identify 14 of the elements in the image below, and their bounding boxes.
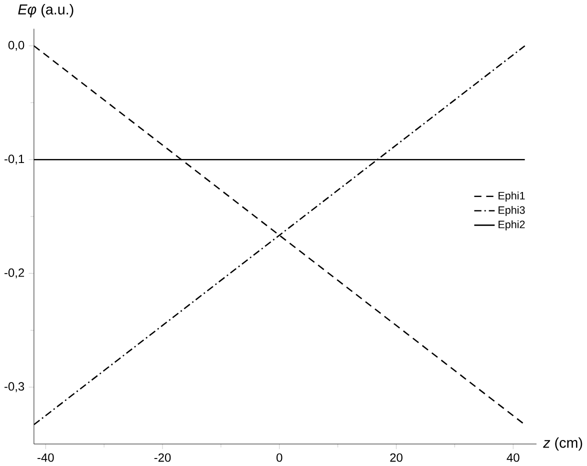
- x-tick-label: -20: [154, 453, 171, 462]
- x-tick-label: 0: [276, 453, 282, 462]
- y-tick-label: -0,1: [4, 154, 24, 165]
- x-tick-label: 20: [390, 453, 402, 462]
- y-tick-label: -0,2: [4, 268, 24, 278]
- y-tick-label: 0,0: [8, 40, 24, 51]
- y-tick-label: -0,3: [4, 382, 24, 392]
- x-tick-label: 40: [506, 453, 520, 462]
- legend-label: Ephi3: [498, 206, 525, 216]
- y-axis-title: Eφ (a.u.): [18, 4, 74, 18]
- x-axis-title: z (cm): [543, 437, 582, 451]
- legend-label: Ephi2: [498, 220, 525, 230]
- legend-label: Ephi1: [498, 192, 525, 202]
- x-tick-label: -40: [38, 453, 54, 462]
